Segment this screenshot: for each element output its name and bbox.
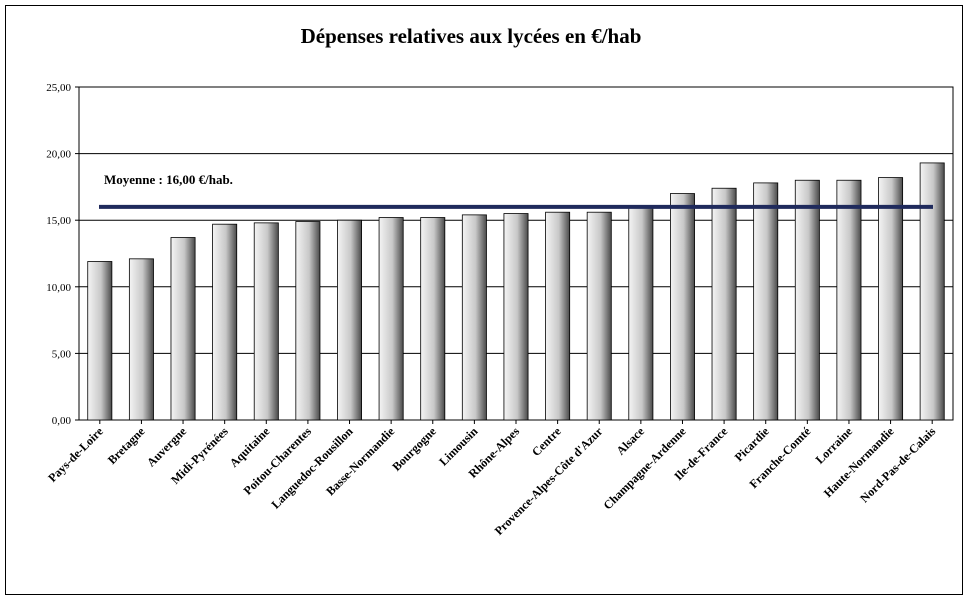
bar — [670, 193, 695, 421]
y-tick-label: 25,00 — [46, 82, 71, 94]
bar — [711, 187, 737, 421]
bar — [836, 179, 862, 421]
y-tick-label: 15,00 — [46, 215, 71, 227]
x-tick-label: Haute-Normandie — [821, 424, 897, 500]
bar — [628, 205, 654, 421]
y-tick-label: 5,00 — [52, 348, 72, 360]
y-tick-label: 0,00 — [52, 415, 72, 427]
bar — [878, 177, 904, 421]
bar — [212, 223, 238, 421]
bar — [87, 261, 113, 421]
x-tick-label: Pays-de-Loire — [45, 424, 106, 485]
bar — [337, 219, 362, 421]
average-label: Moyenne : 16,00 €/hab. — [104, 172, 233, 187]
bar — [794, 179, 820, 421]
bar — [253, 222, 279, 421]
bar — [128, 258, 154, 421]
x-tick-label: Nord-Pas-de-Calais — [857, 424, 938, 505]
bar — [420, 217, 446, 421]
bar — [586, 211, 612, 421]
bar — [378, 217, 404, 421]
bar — [295, 221, 321, 421]
x-tick-label: Lorraine — [813, 424, 856, 467]
x-tick-label: Picardie — [732, 424, 773, 465]
bar — [919, 162, 945, 421]
x-tick-label: Alsace — [614, 424, 648, 458]
bar — [753, 182, 779, 421]
bar — [461, 214, 487, 421]
x-tick-label: Centre — [529, 424, 564, 459]
x-tick-label: Bourgogne — [389, 424, 439, 474]
chart-title: Dépenses relatives aux lycées en €/hab — [300, 24, 642, 48]
bar — [170, 237, 196, 421]
y-tick-label: 10,00 — [46, 282, 71, 294]
y-tick-label: 20,00 — [46, 149, 71, 161]
bar — [545, 211, 571, 421]
bar — [503, 213, 529, 421]
x-tick-label: Bretagne — [105, 424, 148, 467]
